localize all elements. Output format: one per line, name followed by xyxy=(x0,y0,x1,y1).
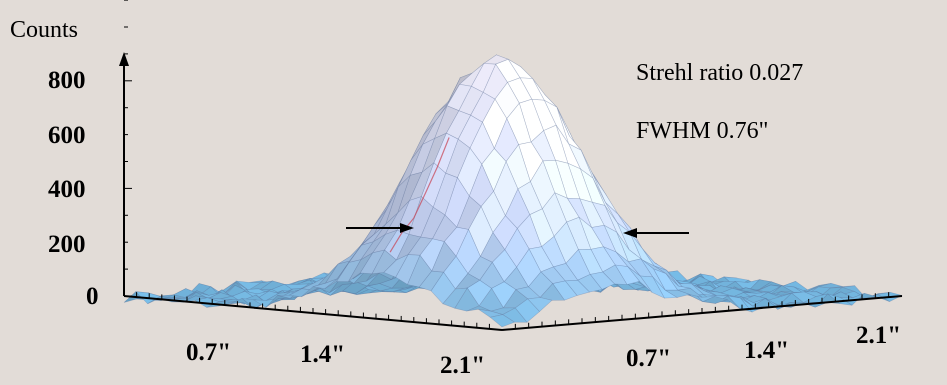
y-tick-label-1.4: 1.4" xyxy=(744,337,789,364)
base-axis-minor-ticks xyxy=(136,292,890,329)
y-tick-label-2.1: 2.1" xyxy=(856,322,901,349)
z-tick-label-600: 600 xyxy=(48,122,86,149)
x-tick-label-2.1: 2.1" xyxy=(440,352,485,379)
z-axis-title: Counts xyxy=(10,17,78,43)
z-axis-arrowhead xyxy=(119,52,129,66)
surface-cell xyxy=(865,293,890,302)
fwhm-annotation: FWHM 0.76" xyxy=(636,118,768,144)
x-tick-label-0.7: 0.7" xyxy=(186,339,231,366)
z-axis-ticks xyxy=(124,0,132,297)
z-tick-label-400: 400 xyxy=(48,176,86,203)
z-tick-label-0: 0 xyxy=(86,283,99,310)
fwhm-arrow-right xyxy=(623,228,689,238)
x-tick-label-1.4: 1.4" xyxy=(300,341,345,368)
surface-mesh xyxy=(123,54,903,328)
surface-cell xyxy=(489,314,516,328)
z-tick-label-800: 800 xyxy=(48,67,86,94)
strehl-ratio-annotation: Strehl ratio 0.027 xyxy=(636,60,803,86)
z-tick-label-200: 200 xyxy=(48,231,86,258)
y-tick-label-0.7: 0.7" xyxy=(626,345,671,372)
fwhm-arrow-left xyxy=(346,223,414,233)
surface-edge-highlight xyxy=(389,137,450,253)
